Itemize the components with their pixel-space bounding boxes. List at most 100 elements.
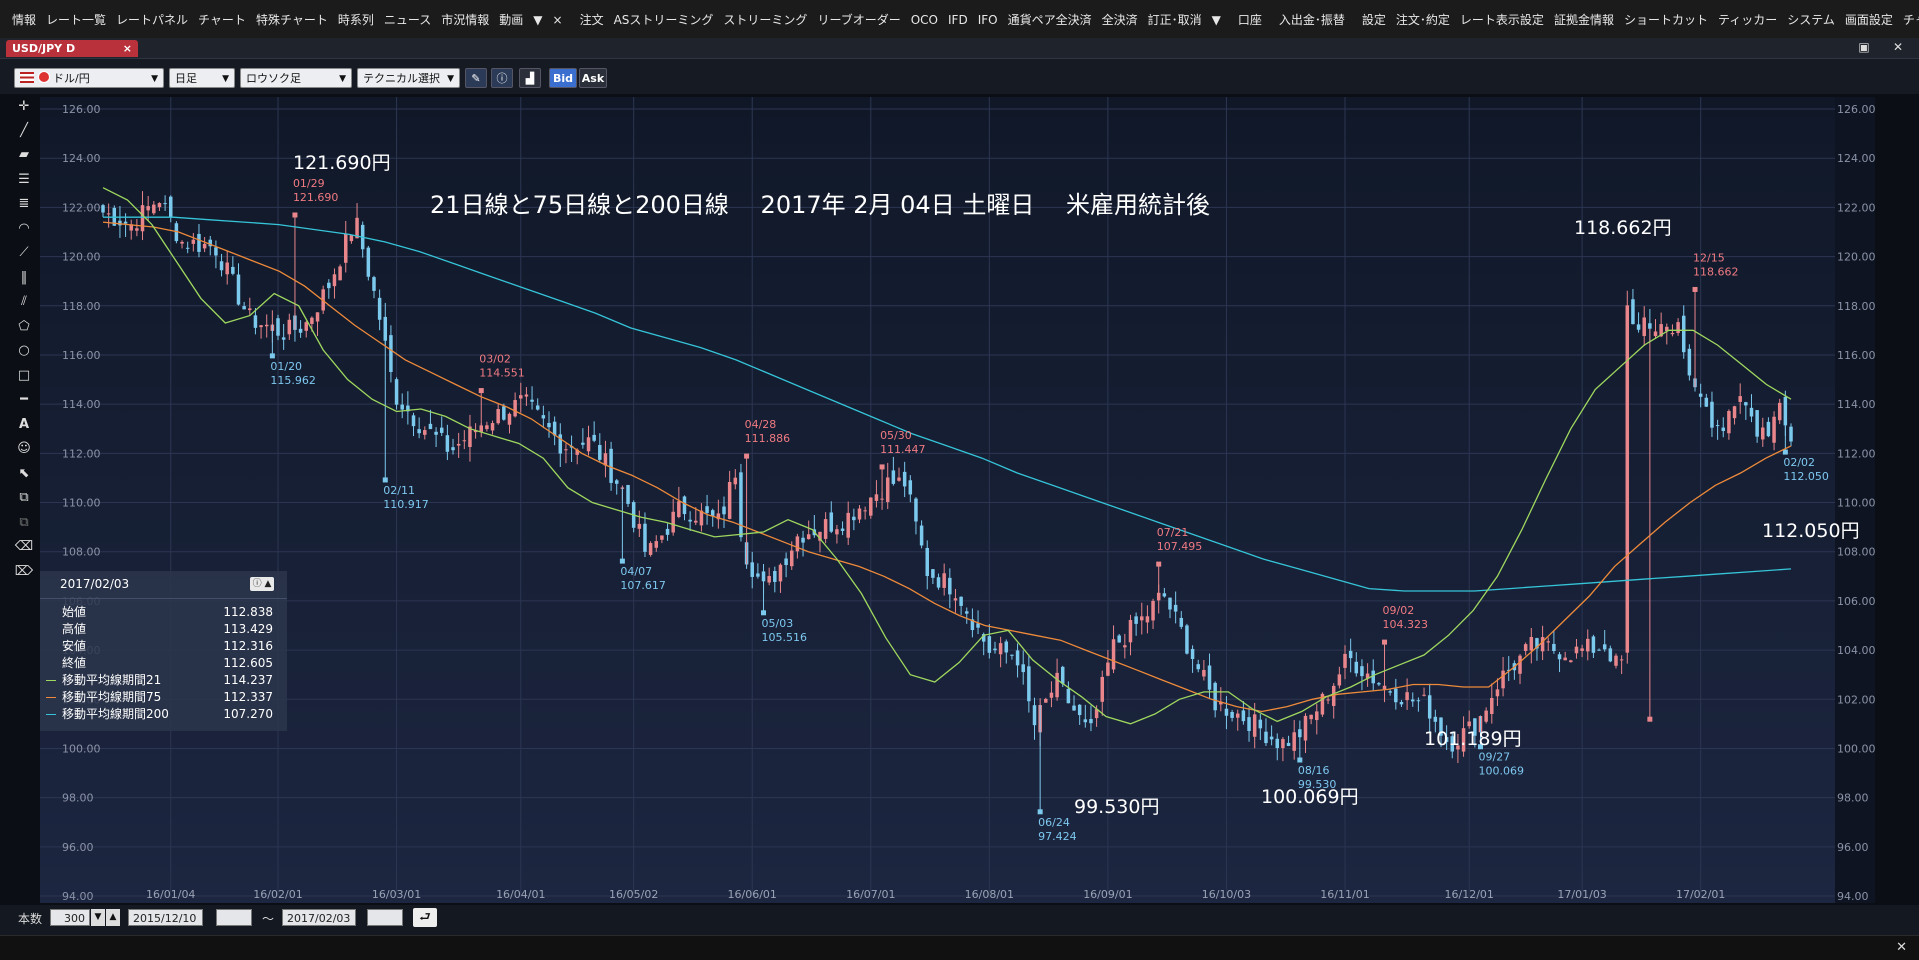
candle-body bbox=[197, 233, 201, 252]
menu-item[interactable]: ▼ bbox=[533, 13, 543, 27]
close-window-icon[interactable]: ✕ bbox=[1892, 40, 1904, 54]
candle-body bbox=[1298, 729, 1302, 738]
menu-item[interactable]: ショートカット bbox=[1623, 13, 1708, 27]
trendline-icon[interactable]: ╱ bbox=[20, 123, 28, 138]
menu-item[interactable]: 注文 bbox=[579, 13, 604, 27]
count-up-icon[interactable]: ▲ bbox=[106, 909, 120, 926]
maximize-icon[interactable]: ▣ bbox=[1858, 40, 1870, 54]
info-row-value: 114.237 bbox=[223, 673, 273, 687]
footer-close-icon[interactable]: ✕ bbox=[1896, 940, 1907, 955]
from-date-input[interactable]: 2015/12/10 bbox=[128, 909, 203, 926]
count-down-icon[interactable]: ▼ bbox=[91, 909, 105, 926]
candle-body bbox=[417, 429, 421, 434]
menu-item[interactable]: IFD bbox=[948, 13, 968, 27]
menu-item[interactable]: レート表示設定 bbox=[1459, 13, 1544, 27]
menu-item[interactable]: IFO bbox=[977, 13, 998, 27]
ohlc-info-panel: 2017/02/03 ⓘ ▲ 始値 112.838 高値 113.429 安値 112.3… bbox=[40, 571, 287, 731]
tab-close-icon[interactable]: × bbox=[122, 42, 132, 55]
reload-icon[interactable]: ⮐ bbox=[413, 908, 437, 927]
menu-item[interactable]: レートパネル bbox=[116, 13, 189, 27]
candle-body bbox=[1439, 717, 1443, 736]
ruler-icon[interactable]: ▰ bbox=[19, 147, 29, 162]
fan-icon[interactable]: ⟋ bbox=[19, 245, 29, 260]
emoji-icon[interactable]: ☺ bbox=[17, 441, 31, 456]
info-toggle-icon[interactable]: ⓘ ▲ bbox=[250, 577, 274, 591]
volume-icon[interactable]: ▟ bbox=[519, 68, 541, 88]
bid-button[interactable]: Bid bbox=[549, 68, 577, 88]
candle-body bbox=[1687, 348, 1692, 376]
polygon-icon[interactable]: ⬠ bbox=[18, 319, 30, 334]
info-icon[interactable]: ⓘ bbox=[491, 68, 513, 88]
candle-body bbox=[1015, 650, 1020, 666]
text-icon[interactable]: A bbox=[18, 417, 30, 432]
to-date-input[interactable]: 2017/02/03 bbox=[282, 909, 356, 926]
menu-item[interactable]: 注文･約定 bbox=[1395, 13, 1450, 27]
candle-body bbox=[1744, 402, 1748, 406]
menu-item[interactable]: 口座 bbox=[1237, 13, 1262, 27]
candle-body bbox=[840, 528, 845, 531]
circle-icon[interactable]: ○ bbox=[18, 343, 30, 358]
rectangle-icon[interactable]: □ bbox=[17, 368, 31, 383]
period-select[interactable]: 日足 ▼ bbox=[169, 68, 235, 88]
tab-usdjpy-d[interactable]: USD/JPY D × bbox=[6, 40, 138, 57]
menu-item[interactable]: チャート bbox=[1902, 13, 1919, 27]
menu-item[interactable]: 動画 bbox=[499, 13, 524, 27]
copy-icon[interactable]: ⧉ bbox=[19, 490, 29, 505]
menu-item[interactable]: 設定 bbox=[1361, 13, 1386, 27]
count-input[interactable]: 300 bbox=[50, 909, 90, 926]
menu-item[interactable]: 市況情報 bbox=[441, 13, 490, 27]
technical-select[interactable]: テクニカル選択 ▼ bbox=[357, 68, 460, 88]
menu-item[interactable]: 証拠金情報 bbox=[1553, 13, 1614, 27]
price-chart[interactable]: 126.00 126.00 124.00 124.00 122.00 122.00 120.… bbox=[40, 97, 1876, 903]
vertical-lines-icon[interactable]: ‖ bbox=[20, 270, 28, 285]
menu-item[interactable]: 特殊チャート bbox=[255, 13, 328, 27]
pen-tool-icon[interactable]: ✎ bbox=[465, 68, 487, 88]
menu-item[interactable]: ▼ bbox=[1211, 13, 1221, 27]
menu-item[interactable]: ストリーミング bbox=[723, 13, 808, 27]
from-time-input[interactable] bbox=[216, 909, 252, 926]
candle-body bbox=[688, 519, 692, 522]
menu-item[interactable]: 画面設定 bbox=[1844, 13, 1893, 27]
menu-item[interactable]: 全決済 bbox=[1101, 13, 1138, 27]
y-tick-label-left: 118.00 bbox=[62, 300, 101, 313]
to-time-input[interactable] bbox=[367, 909, 403, 926]
candle-body bbox=[1258, 719, 1263, 729]
y-tick-label-right: 106.00 bbox=[1837, 595, 1875, 608]
candle-body bbox=[1303, 715, 1308, 741]
eraser-icon[interactable]: ⌫ bbox=[14, 539, 34, 554]
menu-item[interactable]: チャート bbox=[198, 13, 246, 27]
menu-item[interactable]: OCO bbox=[910, 13, 938, 27]
hline-icon[interactable]: ━ bbox=[20, 392, 28, 407]
fibonacci-icon[interactable]: ≣ bbox=[18, 196, 30, 211]
eraser-all-icon[interactable]: ⌦ bbox=[14, 564, 34, 579]
menu-item[interactable]: ニュース bbox=[383, 13, 432, 27]
currency-pair-select[interactable]: ドル/円 ▼ bbox=[14, 68, 164, 88]
menu-item[interactable]: ティッカー bbox=[1717, 13, 1778, 27]
menu-item[interactable]: 訂正･取消 bbox=[1147, 13, 1202, 27]
menu-item[interactable]: ASストリーミング bbox=[613, 13, 714, 27]
candle-body bbox=[767, 575, 771, 583]
menu-item[interactable]: 時系列 bbox=[337, 13, 374, 27]
menu-item[interactable]: 入出金･振替 bbox=[1278, 13, 1345, 27]
ask-button[interactable]: Ask bbox=[579, 68, 607, 88]
arc-icon[interactable]: ◠ bbox=[18, 221, 30, 236]
menu-item[interactable]: × bbox=[552, 13, 563, 27]
cursor-icon[interactable]: ⬉ bbox=[18, 466, 30, 481]
info-row-label: 終値 bbox=[62, 656, 87, 670]
annotation-value: 99.530 bbox=[1298, 778, 1337, 791]
menu-item[interactable]: 情報 bbox=[12, 13, 37, 27]
candle-body bbox=[1241, 710, 1246, 722]
crosshair-icon[interactable]: ✛ bbox=[18, 99, 30, 114]
channel-icon[interactable]: ⫽ bbox=[21, 294, 27, 309]
horizontal-lines-icon[interactable]: ☰ bbox=[18, 172, 30, 187]
paste-icon[interactable]: ⧉ bbox=[19, 515, 29, 530]
menu-item[interactable]: システム bbox=[1787, 13, 1835, 27]
chart-style-select[interactable]: ロウソク足 ▼ bbox=[240, 68, 352, 88]
menu-item[interactable]: 通貨ペア全決済 bbox=[1007, 13, 1092, 27]
annotation-date: 01/29 bbox=[293, 177, 325, 190]
candle-body bbox=[366, 247, 371, 277]
menu-item[interactable]: レート一覧 bbox=[46, 13, 107, 27]
menu-item[interactable]: リーブオーダー bbox=[817, 13, 901, 27]
candle-body bbox=[671, 511, 675, 533]
candle-body bbox=[1495, 689, 1500, 697]
